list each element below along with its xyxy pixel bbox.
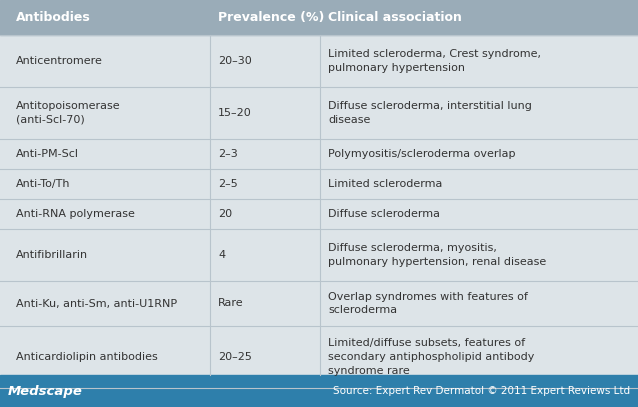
Text: 15–20: 15–20 — [218, 108, 252, 118]
Bar — [0, 375, 638, 407]
Text: 2–5: 2–5 — [218, 179, 238, 189]
Text: 20: 20 — [218, 209, 232, 219]
Text: Anticentromere: Anticentromere — [16, 56, 103, 66]
Text: Antifibrillarin: Antifibrillarin — [16, 250, 88, 260]
Text: Rare: Rare — [218, 298, 244, 309]
Text: Anti-PM-Scl: Anti-PM-Scl — [16, 149, 79, 159]
Text: Limited scleroderma, Crest syndrome,
pulmonary hypertension: Limited scleroderma, Crest syndrome, pul… — [328, 49, 541, 73]
Text: Polymyositis/scleroderma overlap: Polymyositis/scleroderma overlap — [328, 149, 516, 159]
Text: 20–30: 20–30 — [218, 56, 252, 66]
Text: 20–25: 20–25 — [218, 352, 252, 362]
Text: Antibodies: Antibodies — [16, 11, 91, 24]
Text: Anti-To/Th: Anti-To/Th — [16, 179, 71, 189]
Bar — [0, 35, 638, 375]
Text: Source: Expert Rev Dermatol © 2011 Expert Reviews Ltd: Source: Expert Rev Dermatol © 2011 Exper… — [333, 386, 630, 396]
Text: Clinical association: Clinical association — [328, 11, 462, 24]
Text: Limited/diffuse subsets, features of
secondary antiphospholipid antibody
syndrom: Limited/diffuse subsets, features of sec… — [328, 338, 535, 376]
Text: Medscape: Medscape — [8, 385, 83, 398]
Text: Anticardiolipin antibodies: Anticardiolipin antibodies — [16, 352, 158, 362]
Text: Anti-Ku, anti-Sm, anti-U1RNP: Anti-Ku, anti-Sm, anti-U1RNP — [16, 298, 177, 309]
Text: Diffuse scleroderma: Diffuse scleroderma — [328, 209, 440, 219]
Text: Diffuse scleroderma, interstitial lung
disease: Diffuse scleroderma, interstitial lung d… — [328, 101, 532, 125]
Bar — [0, 0, 638, 35]
Text: Prevalence (%): Prevalence (%) — [218, 11, 324, 24]
Text: 4: 4 — [218, 250, 225, 260]
Text: Diffuse scleroderma, myositis,
pulmonary hypertension, renal disease: Diffuse scleroderma, myositis, pulmonary… — [328, 243, 546, 267]
Text: Overlap syndromes with features of
scleroderma: Overlap syndromes with features of scler… — [328, 292, 528, 315]
Text: Limited scleroderma: Limited scleroderma — [328, 179, 442, 189]
Text: Antitopoisomerase
(anti-Scl-70): Antitopoisomerase (anti-Scl-70) — [16, 101, 121, 125]
Text: Anti-RNA polymerase: Anti-RNA polymerase — [16, 209, 135, 219]
Text: 2–3: 2–3 — [218, 149, 238, 159]
